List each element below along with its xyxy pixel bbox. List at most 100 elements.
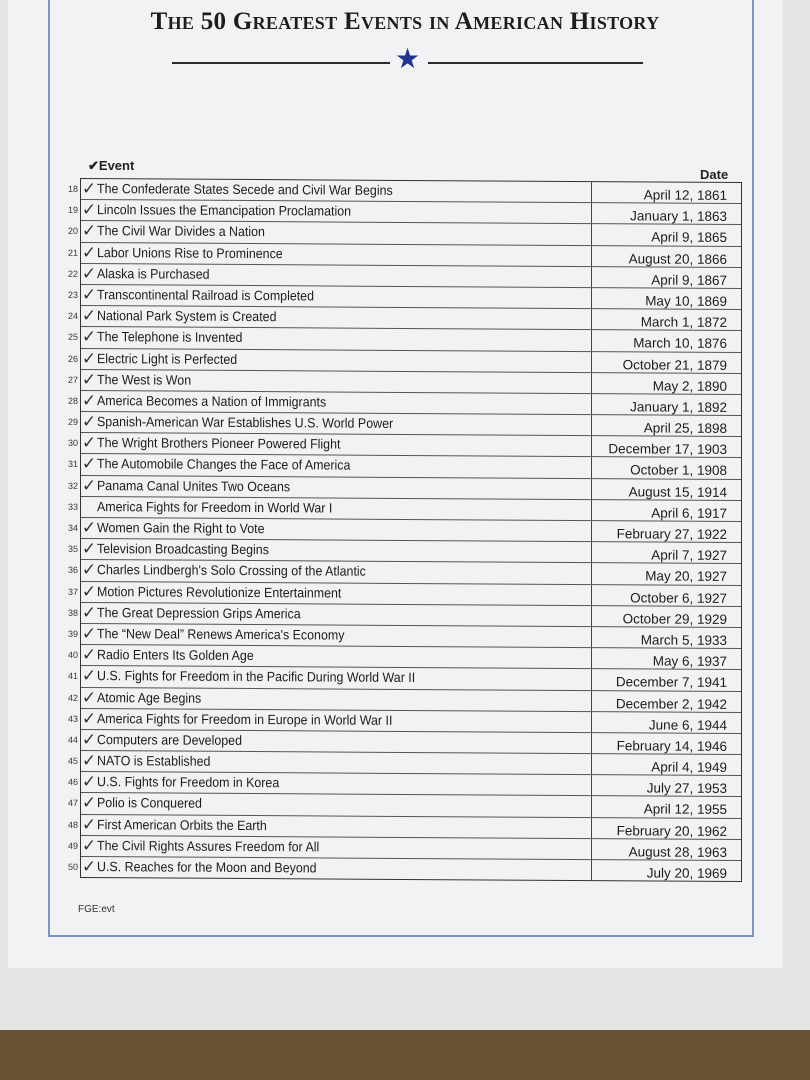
date-cell: May 10, 1869 (591, 288, 741, 310)
row-number: 31 (67, 459, 78, 470)
event-cell: Television Broadcasting Begins (97, 541, 269, 558)
checkmark-icon[interactable]: ✓ (81, 306, 97, 326)
checkmark-icon[interactable]: ✓ (81, 751, 97, 771)
date-cell: December 2, 1942 (591, 690, 741, 712)
checkmark-icon[interactable]: ✓ (81, 560, 97, 580)
checkmark-icon[interactable]: ✓ (81, 645, 97, 665)
event-cell: U.S. Fights for Freedom in the Pacific D… (97, 668, 416, 686)
date-cell: January 1, 1863 (591, 203, 741, 225)
event-cell: America Becomes a Nation of Immigrants (97, 392, 327, 410)
row-number: 44 (67, 734, 78, 745)
row-number: 48 (67, 819, 78, 830)
row-number: 47 (67, 798, 78, 809)
checkmark-icon[interactable]: ✓ (81, 793, 97, 813)
row-number: 23 (67, 289, 78, 300)
date-cell: August 28, 1963 (591, 838, 741, 861)
row-number: 40 (67, 650, 78, 661)
date-cell: April 6, 1917 (591, 499, 741, 522)
date-cell: May 20, 1927 (591, 563, 741, 585)
checkmark-icon[interactable]: ✓ (81, 856, 97, 877)
checkmark-icon[interactable]: ✓ (81, 390, 97, 410)
date-cell: July 27, 1953 (591, 775, 741, 797)
row-number: 25 (67, 332, 78, 343)
row-number: 18 (67, 183, 78, 194)
checkmark-icon[interactable]: ✓ (81, 242, 97, 262)
checkmark-icon[interactable]: ✓ (81, 581, 97, 601)
date-cell: April 12, 1955 (591, 796, 741, 818)
date-cell: July 20, 1969 (591, 860, 741, 882)
checkmark-icon[interactable]: ✓ (81, 475, 97, 495)
event-cell: Alaska is Purchased (97, 265, 210, 282)
date-cell: February 27, 1922 (591, 521, 741, 543)
row-number: 50 (67, 861, 78, 872)
checkmark-icon[interactable]: ✓ (81, 348, 97, 368)
checkmark-icon[interactable]: ✓ (81, 623, 97, 644)
event-cell: Electric Light is Perfected (97, 350, 238, 367)
checkmark-icon[interactable]: ✓ (81, 814, 97, 834)
checkmark-icon[interactable]: ✓ (81, 284, 97, 305)
checkmark-icon[interactable]: ✓ (81, 327, 97, 347)
date-cell: December 17, 1903 (591, 436, 741, 458)
event-cell: The West is Won (97, 371, 192, 388)
checkmark-icon[interactable]: ✓ (81, 539, 97, 559)
date-cell: December 7, 1941 (591, 669, 741, 691)
checkmark-icon[interactable]: ✓ (81, 454, 97, 474)
document-page (8, 0, 783, 968)
row-number: 46 (67, 777, 78, 788)
page-title: The 50 Greatest Events in American Histo… (150, 8, 660, 35)
row-number: 28 (67, 395, 78, 406)
event-cell: Atomic Age Begins (97, 689, 202, 706)
checkmark-icon[interactable]: ✓ (81, 708, 97, 728)
event-cell: First American Orbits the Earth (97, 816, 267, 833)
event-cell: The “New Deal” Renews America's Economy (97, 626, 345, 643)
title-rule-right (428, 62, 643, 64)
row-number: 24 (67, 311, 78, 322)
date-cell: February 20, 1962 (591, 817, 741, 839)
checkmark-icon[interactable]: ✓ (81, 602, 97, 622)
checkmark-icon[interactable]: ✓ (81, 369, 97, 389)
row-number: 49 (67, 840, 78, 851)
checkmark-icon[interactable]: ✓ (81, 666, 97, 686)
checkmark-icon[interactable]: ✓ (81, 835, 97, 855)
title-rule-left (172, 62, 390, 64)
event-cell: Panama Canal Unites Two Oceans (97, 477, 291, 494)
row-number: 32 (67, 480, 78, 491)
event-cell: Polio is Conquered (97, 795, 202, 812)
page-border (48, 0, 754, 937)
checkmark-icon[interactable]: ✓ (81, 433, 97, 453)
checkmark-icon[interactable]: ✓ (81, 729, 97, 749)
date-cell: October 21, 1879 (591, 351, 741, 373)
row-number: 39 (67, 628, 78, 639)
checkmark-icon[interactable]: ✓ (81, 200, 97, 220)
checkmark-icon[interactable]: ✓ (81, 263, 97, 283)
row-number: 42 (67, 692, 78, 703)
row-number: 26 (67, 353, 78, 364)
checkmark-icon[interactable]: ✓ (81, 772, 97, 792)
row-number: 43 (67, 713, 78, 724)
row-number: 27 (67, 374, 78, 385)
event-cell: The Great Depression Grips America (97, 604, 301, 622)
event-cell: Motion Pictures Revolutionize Entertainm… (97, 583, 342, 601)
date-cell: March 10, 1876 (591, 330, 741, 352)
checkmark-icon[interactable]: ✓ (81, 221, 97, 241)
date-cell: April 9, 1865 (591, 224, 741, 246)
row-number: 19 (67, 205, 78, 216)
empty-check-cell[interactable] (81, 497, 97, 517)
event-cell: NATO is Established (97, 753, 211, 769)
checkmark-icon[interactable]: ✓ (81, 687, 97, 707)
event-cell: Lincoln Issues the Emancipation Proclama… (97, 202, 352, 219)
row-number: 41 (67, 671, 78, 682)
event-cell: Charles Lindbergh's Solo Crossing of the… (97, 562, 366, 580)
event-cell: Radio Enters Its Golden Age (97, 647, 254, 664)
event-cell: National Park System is Created (97, 308, 277, 325)
checkmark-icon[interactable]: ✓ (81, 178, 97, 199)
date-cell: October 1, 1908 (591, 457, 741, 479)
date-cell: January 1, 1892 (591, 393, 741, 416)
event-cell: America Fights for Freedom in World War … (97, 498, 333, 516)
date-cell: May 6, 1937 (591, 648, 741, 670)
checkmark-icon[interactable]: ✓ (81, 412, 97, 432)
checkmark-icon[interactable]: ✓ (81, 517, 97, 538)
row-number: 21 (67, 247, 78, 258)
date-cell: May 2, 1890 (591, 372, 741, 394)
footer-code: FGE:evt (78, 904, 115, 915)
